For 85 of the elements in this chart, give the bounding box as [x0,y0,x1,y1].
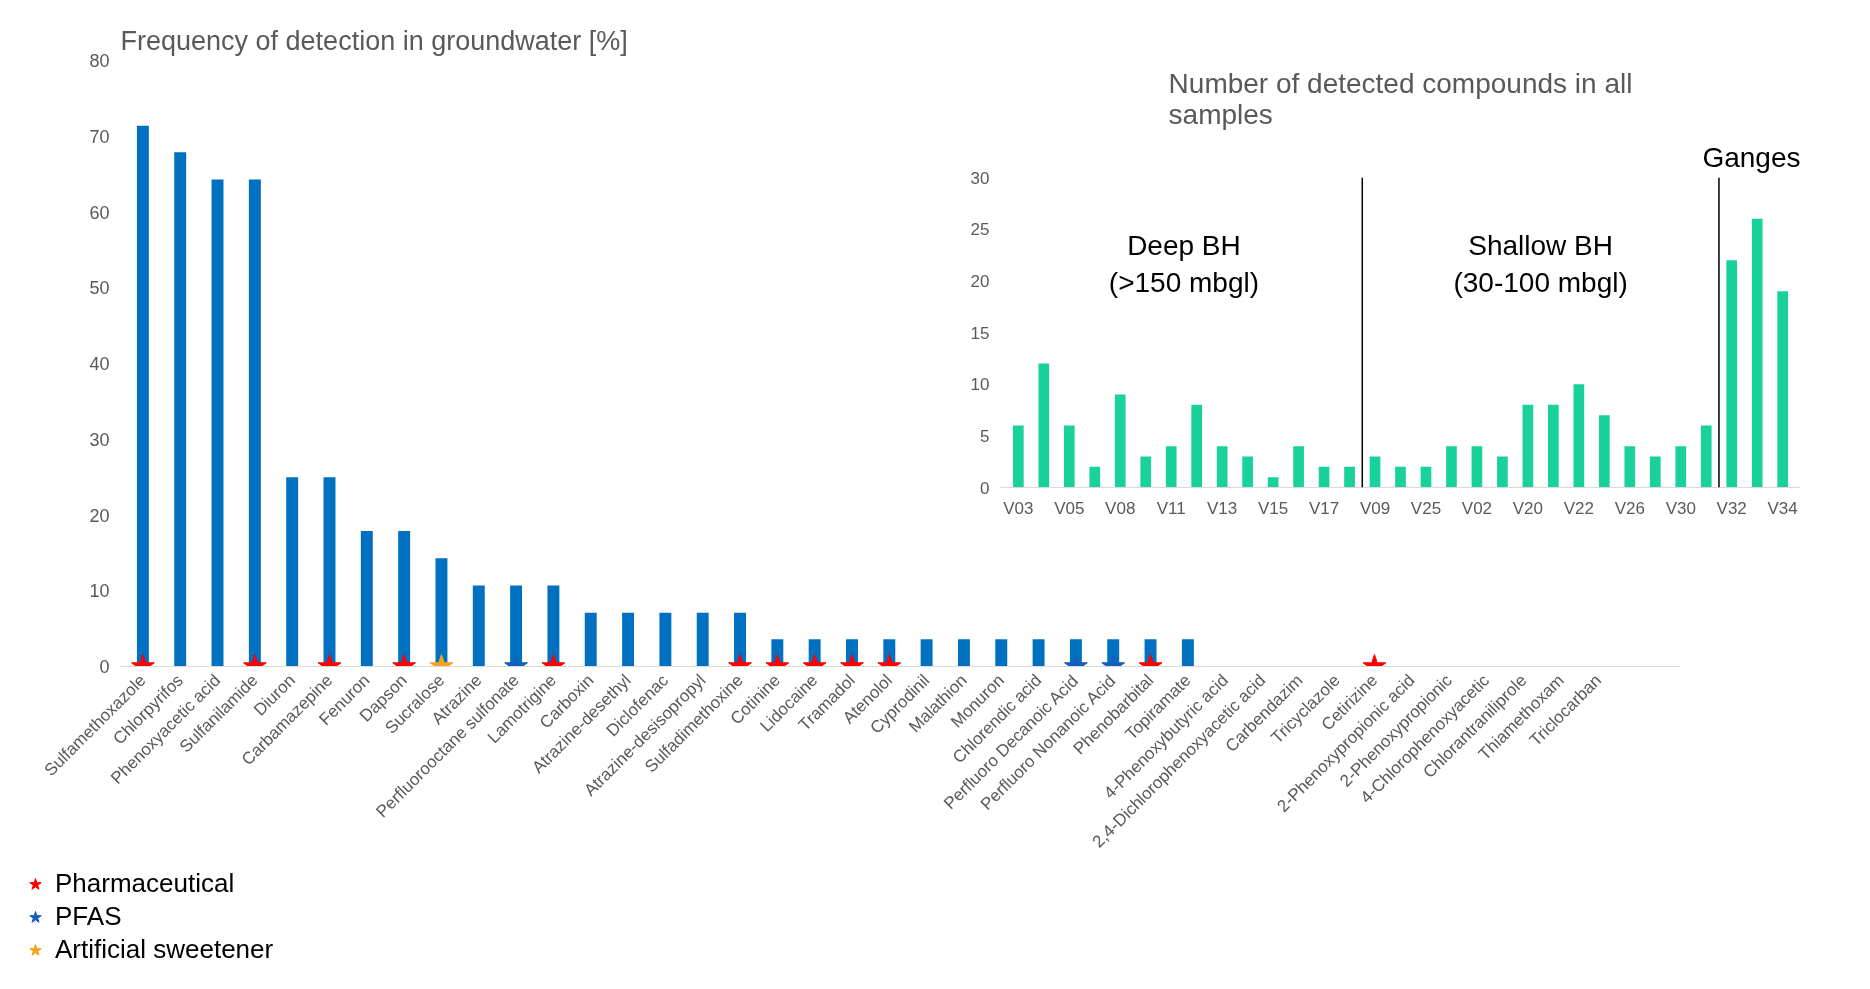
x-tick-label: V11 [1156,498,1186,518]
y-tick-label: 10 [89,581,110,602]
y-tick-label: 0 [99,657,110,677]
y-tick-label: 15 [970,323,990,343]
bar [1777,291,1789,488]
bar [1344,466,1355,488]
bar [1063,425,1075,488]
bar [696,612,709,667]
bar [995,639,1008,667]
y-tick-label: 40 [89,354,110,374]
x-tick-label: V03 [1003,498,1034,518]
y-tick-label: 20 [970,271,990,291]
legend-label: PFAS [55,901,122,932]
legend-label: Artificial sweetener [55,934,274,965]
y-tick-label: 30 [89,429,110,450]
y-tick-label: 70 [89,126,110,147]
x-tick-label: V26 [1614,498,1645,518]
bar [472,585,485,667]
bar [957,639,970,667]
bar [1293,446,1304,488]
bar [1267,477,1279,488]
y-tick-label: 25 [970,220,990,240]
y-tick-label: 5 [980,426,990,446]
bar [622,612,635,667]
bar [1395,466,1406,488]
y-tick-label: 80 [89,51,110,71]
x-tick-label: V15 [1257,498,1289,518]
bar [1497,456,1508,488]
bar [360,530,373,667]
x-tick-label: V09 [1359,498,1391,518]
x-tick-label: V25 [1410,498,1442,518]
bar [584,612,597,667]
x-tick-label: V22 [1563,498,1594,518]
y-tick-label: 0 [980,478,990,498]
x-tick-label: V30 [1665,498,1696,518]
bar [659,612,672,667]
bar [1675,446,1687,488]
bar [1369,456,1381,488]
x-tick-label: V20 [1512,498,1544,518]
annotation: Shallow BH (30-100 mbgl) [1453,230,1628,299]
chart-title: Frequency of detection in groundwater [%] [120,25,628,56]
bar [1471,446,1483,488]
bar [1216,446,1228,488]
y-tick-label: 30 [970,168,990,188]
bar [1700,425,1712,488]
bar [1548,404,1559,488]
bar [1242,456,1253,488]
bar [1038,363,1050,488]
bar [286,477,299,667]
bar [1624,446,1636,488]
bar [1420,466,1432,488]
x-tick-label: V34 [1767,498,1798,518]
bar [1181,639,1194,667]
bar [1114,394,1126,488]
bar [1318,466,1330,488]
y-tick-label: 60 [89,202,110,223]
chart-title: Number of detected compounds in all samples [1168,67,1633,130]
bar [211,179,224,667]
y-tick-label: 50 [89,278,110,299]
x-tick-label: V32 [1716,498,1747,518]
bar [1140,456,1152,488]
x-tick-label: V17 [1308,498,1340,518]
y-tick-label: 10 [970,375,990,395]
bar [174,152,187,667]
x-tick-label: V02 [1461,498,1493,518]
bar [1089,466,1101,488]
bar [1012,425,1024,488]
bar [1649,456,1661,488]
x-tick-label: V08 [1105,498,1136,518]
bar [1032,639,1045,667]
bar [920,639,933,667]
bar [1191,404,1203,488]
y-tick-label: 20 [89,505,110,526]
x-tick-label: V05 [1054,498,1085,518]
bar [1573,384,1585,488]
bar [1522,404,1534,488]
bar [1726,260,1738,488]
annotation: Deep BH (>150 mbgl) [1108,230,1260,299]
bar [1165,446,1177,488]
x-tick-label: V13 [1207,498,1238,518]
bar [1598,415,1610,488]
bar [1446,446,1457,488]
text: Ganges [1702,141,1801,173]
bar [1751,218,1763,488]
legend-label: Pharmaceutical [55,868,235,899]
